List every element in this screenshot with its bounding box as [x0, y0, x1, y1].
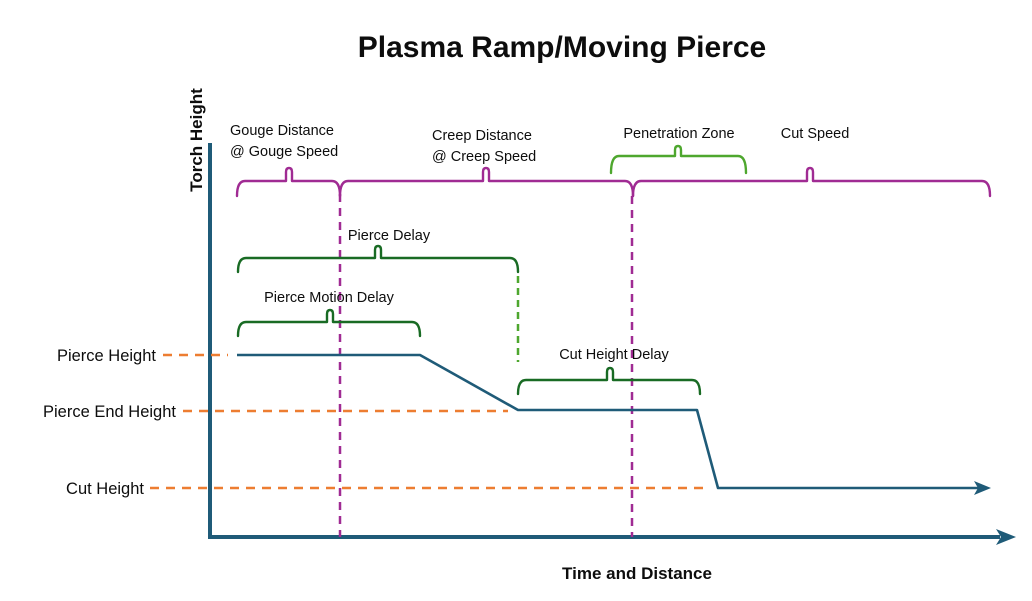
creep-zone-label-line1: Creep Distance: [432, 128, 532, 144]
creep-zone-brace: [338, 166, 635, 198]
x-axis-label: Time and Distance: [562, 564, 712, 583]
torch-profile-arrowhead-icon: [974, 481, 991, 495]
torch-profile-line: [237, 353, 978, 490]
gouge-zone-brace: [235, 166, 342, 198]
cut-height-label: Cut Height: [66, 480, 144, 498]
pierce-motion-delay-brace: [236, 308, 422, 338]
y-axis-label: Torch Height: [187, 88, 206, 192]
x-axis-arrowhead-icon: [996, 529, 1016, 545]
cut-speed-label: Cut Speed: [781, 126, 850, 142]
pierce-height-label: Pierce Height: [57, 347, 156, 365]
penetration-zone-label: Penetration Zone: [623, 126, 734, 142]
page-title: Plasma Ramp/Moving Pierce: [358, 31, 767, 64]
pierce-delay-label: Pierce Delay: [348, 228, 431, 244]
pierce-motion-delay-label: Pierce Motion Delay: [264, 290, 394, 306]
gouge-zone-label-line2: @ Gouge Speed: [230, 144, 338, 160]
cut-speed-brace: [631, 166, 992, 198]
pierce-end-height-label: Pierce End Height: [43, 403, 176, 421]
cut-height-delay-brace: [516, 366, 702, 396]
penetration-zone-brace: [609, 144, 748, 175]
gouge-zone-label-line1: Gouge Distance: [230, 123, 334, 139]
cut-height-delay-label: Cut Height Delay: [559, 347, 669, 363]
pierce-delay-brace: [236, 244, 520, 274]
creep-zone-label-line2: @ Creep Speed: [432, 149, 536, 165]
